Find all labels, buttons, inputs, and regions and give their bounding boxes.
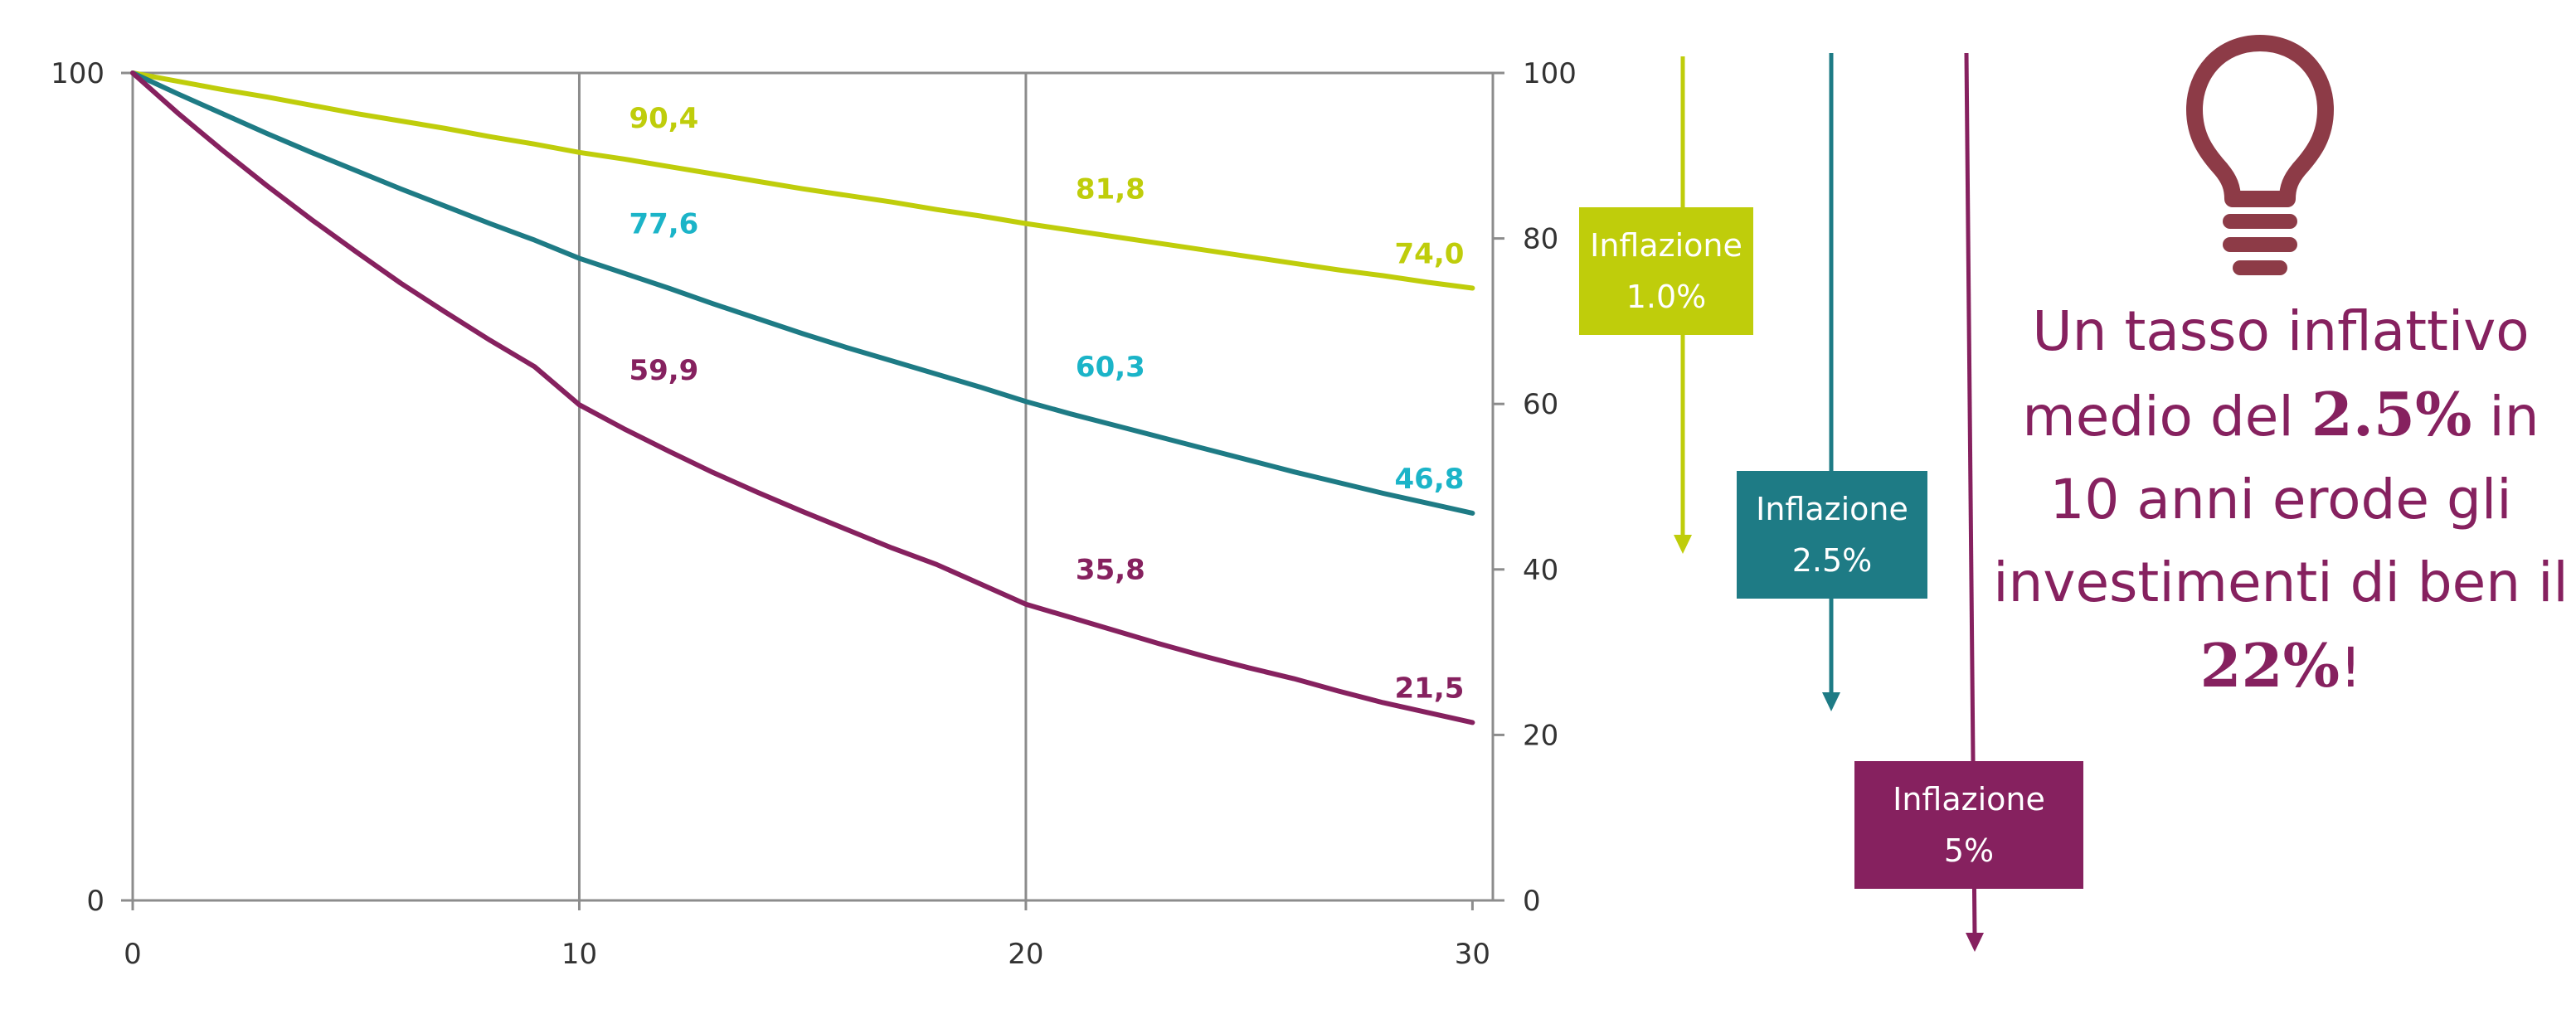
arrowhead-inflation-1 xyxy=(1674,535,1692,554)
data-label: 60,3 xyxy=(1076,351,1145,384)
arrowhead-inflation-5 xyxy=(1966,933,1984,952)
y-right-tick-label: 0 xyxy=(1523,885,1541,918)
series-line-0 xyxy=(130,70,1475,291)
data-label: 77,6 xyxy=(629,208,698,241)
callout-text-part2: in 10 anni erode gli investimenti di ben… xyxy=(1993,385,2569,614)
data-label: 59,9 xyxy=(629,354,698,387)
legend-box-label: Inflazione xyxy=(1590,227,1742,264)
y-right-tick-label: 20 xyxy=(1523,719,1558,752)
inflation-line-chart: 90,4 81,8 74,0 77,6 60,3 46,8 59,9 35,8 21,5 0 10… xyxy=(51,57,1576,971)
data-label: 74,0 xyxy=(1395,237,1465,270)
lightbulb-icon xyxy=(2186,35,2334,275)
data-label: 21,5 xyxy=(1395,672,1465,705)
y-left-tick-label: 100 xyxy=(51,57,104,90)
legend-box-rate: 2.5% xyxy=(1791,542,1873,579)
inflation-callout-text: Un tasso inflattivo medio del 2.5% in 10… xyxy=(1990,290,2571,710)
callout-highlight-rate: 2.5% xyxy=(2311,379,2472,449)
y-right-tick-label: 80 xyxy=(1523,223,1558,256)
legend-box-inflation-5: Inflazione 5% xyxy=(1854,761,2083,889)
chart-gridlines xyxy=(577,73,1028,900)
arrowhead-inflation-2-5 xyxy=(1822,692,1840,711)
legend-box-rate: 1.0% xyxy=(1626,279,1707,315)
x-tick-label: 30 xyxy=(1455,938,1490,971)
callout-text-part3: ! xyxy=(2340,636,2362,700)
legend-box-label: Inflazione xyxy=(1756,491,1908,527)
legend-box-inflation-2-5: Inflazione 2.5% xyxy=(1737,471,1927,599)
data-label: 46,8 xyxy=(1395,463,1465,496)
y-right-tick-label: 40 xyxy=(1523,554,1558,587)
legend-box-label: Inflazione xyxy=(1893,781,2045,818)
data-label: 90,4 xyxy=(629,102,698,135)
y-right-tick-label: 60 xyxy=(1523,388,1558,421)
legend-box-rate: 5% xyxy=(1943,832,1995,869)
x-tick-label: 0 xyxy=(124,938,142,971)
data-label: 81,8 xyxy=(1076,173,1145,206)
callout-highlight-loss: 22% xyxy=(2199,630,2340,701)
series-line-1 xyxy=(130,70,1475,516)
series-line-2 xyxy=(130,70,1475,725)
callout-text-part1: Un tasso inflattivo medio del xyxy=(2022,299,2530,449)
chart-tick-labels: 0 10 20 30 0 100 0 20 40 60 80 100 xyxy=(51,57,1576,971)
x-tick-label: 20 xyxy=(1008,938,1043,971)
x-tick-label: 10 xyxy=(561,938,597,971)
data-label: 35,8 xyxy=(1076,554,1145,587)
chart-series xyxy=(130,70,1475,725)
y-right-tick-label: 100 xyxy=(1523,57,1576,90)
chart-data-labels: 90,4 81,8 74,0 77,6 60,3 46,8 59,9 35,8 21,5 xyxy=(629,102,1464,706)
y-left-tick-label: 0 xyxy=(86,885,104,918)
legend-box-inflation-1: Inflazione 1.0% xyxy=(1579,207,1753,335)
chart-axes xyxy=(121,71,1504,910)
